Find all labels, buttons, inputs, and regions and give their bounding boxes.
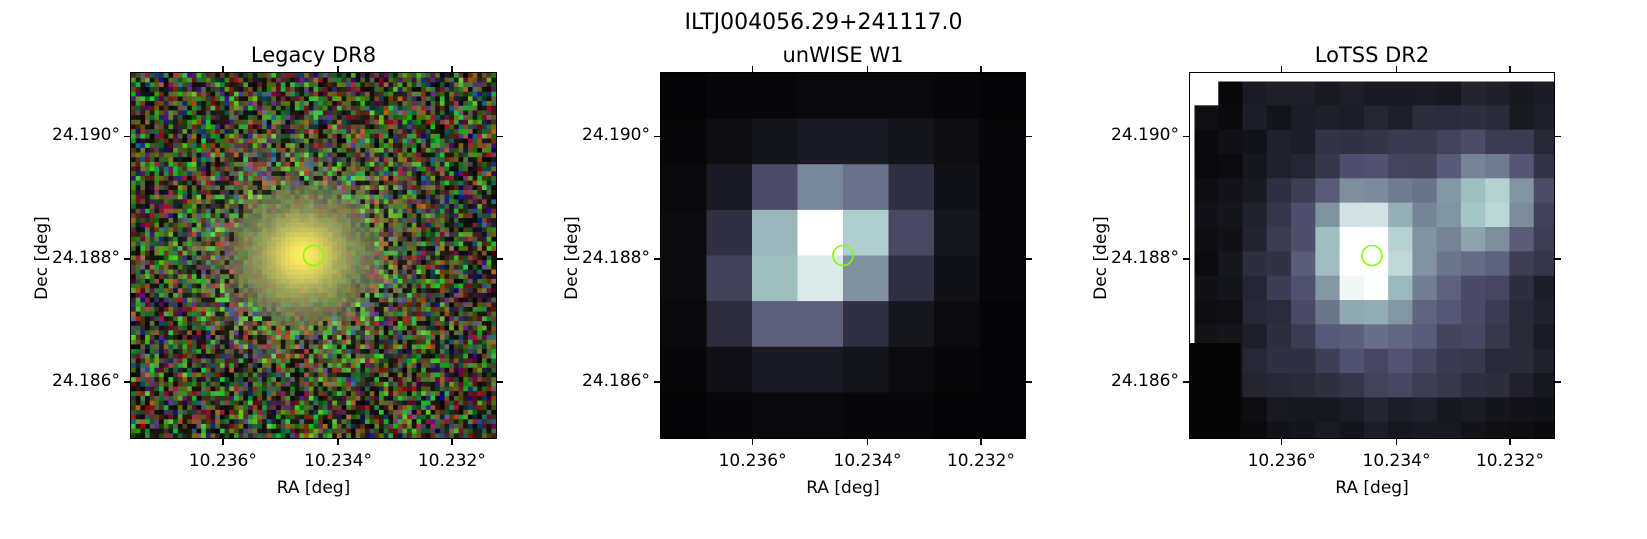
y-tick-label: 24.190° <box>52 125 120 146</box>
y-tick-right <box>1555 135 1561 137</box>
y-tick-right <box>497 258 503 260</box>
x-tick-top <box>1509 66 1511 72</box>
x-tick-bottom <box>980 439 982 445</box>
y-tick-label: 24.188° <box>52 248 120 269</box>
y-tick-left <box>1183 381 1189 383</box>
y-axis-label: Dec [deg] <box>562 216 582 300</box>
y-tick-label: 24.186° <box>582 371 650 392</box>
y-tick-label: 24.186° <box>1111 371 1179 392</box>
y-tick-right <box>1026 135 1032 137</box>
figure-title: ILTJ004056.29+241117.0 <box>684 10 963 35</box>
y-axis-label: Dec [deg] <box>1091 216 1111 300</box>
x-tick-label: 10.232° <box>417 451 486 471</box>
x-tick-label: 10.234° <box>833 451 902 471</box>
y-tick-label: 24.188° <box>582 248 650 269</box>
y-tick-label: 24.188° <box>1111 248 1179 269</box>
y-tick-left <box>1183 135 1189 137</box>
x-tick-top <box>1280 66 1283 72</box>
x-tick-top <box>980 66 982 72</box>
y-tick-left <box>654 258 660 260</box>
x-tick-label: 10.236° <box>1247 451 1316 471</box>
y-tick-left <box>124 258 130 260</box>
y-tick-right <box>497 381 503 383</box>
y-tick-label: 24.186° <box>52 371 120 392</box>
x-tick-label: 10.234° <box>1362 451 1431 471</box>
x-axis-label: RA [deg] <box>1335 478 1409 498</box>
x-tick-bottom <box>1280 439 1283 445</box>
y-tick-left <box>124 381 130 383</box>
source-marker <box>832 244 854 267</box>
x-tick-label: 10.232° <box>1475 451 1544 471</box>
y-tick-left <box>1183 258 1189 260</box>
y-tick-right <box>1555 258 1561 260</box>
panel-title-lotss: LoTSS DR2 <box>1314 43 1430 67</box>
x-tick-top <box>337 66 339 72</box>
x-tick-top <box>751 66 754 72</box>
x-tick-label: 10.236° <box>188 451 257 471</box>
x-tick-top <box>866 66 869 72</box>
x-tick-bottom <box>451 439 453 445</box>
y-tick-right <box>1026 258 1032 260</box>
y-axis-label: Dec [deg] <box>32 216 52 300</box>
x-tick-label: 10.234° <box>304 451 373 471</box>
x-tick-top <box>222 66 224 72</box>
x-tick-bottom <box>337 439 339 445</box>
image-legacy <box>130 72 497 439</box>
image-unwise <box>660 72 1026 439</box>
x-tick-bottom <box>1509 439 1511 445</box>
x-tick-bottom <box>751 439 754 445</box>
x-axis-label: RA [deg] <box>276 478 351 498</box>
image-lotss <box>1189 72 1555 439</box>
x-tick-bottom <box>1395 439 1398 445</box>
x-axis-label: RA [deg] <box>806 478 880 498</box>
x-tick-label: 10.232° <box>946 451 1015 471</box>
y-tick-left <box>654 135 660 137</box>
x-tick-label: 10.236° <box>718 451 787 471</box>
y-tick-label: 24.190° <box>1111 125 1179 146</box>
source-marker <box>302 244 325 267</box>
y-tick-right <box>497 135 503 137</box>
y-tick-label: 24.190° <box>582 125 650 146</box>
panel-title-unwise: unWISE W1 <box>782 43 904 67</box>
x-tick-bottom <box>222 439 224 445</box>
x-tick-bottom <box>866 439 869 445</box>
panel-title-legacy: Legacy DR8 <box>250 43 377 67</box>
source-marker <box>1361 244 1383 267</box>
x-tick-top <box>451 66 453 72</box>
y-tick-right <box>1555 381 1561 383</box>
y-tick-right <box>1026 381 1032 383</box>
y-tick-left <box>654 381 660 383</box>
y-tick-left <box>124 135 130 137</box>
x-tick-top <box>1395 66 1398 72</box>
